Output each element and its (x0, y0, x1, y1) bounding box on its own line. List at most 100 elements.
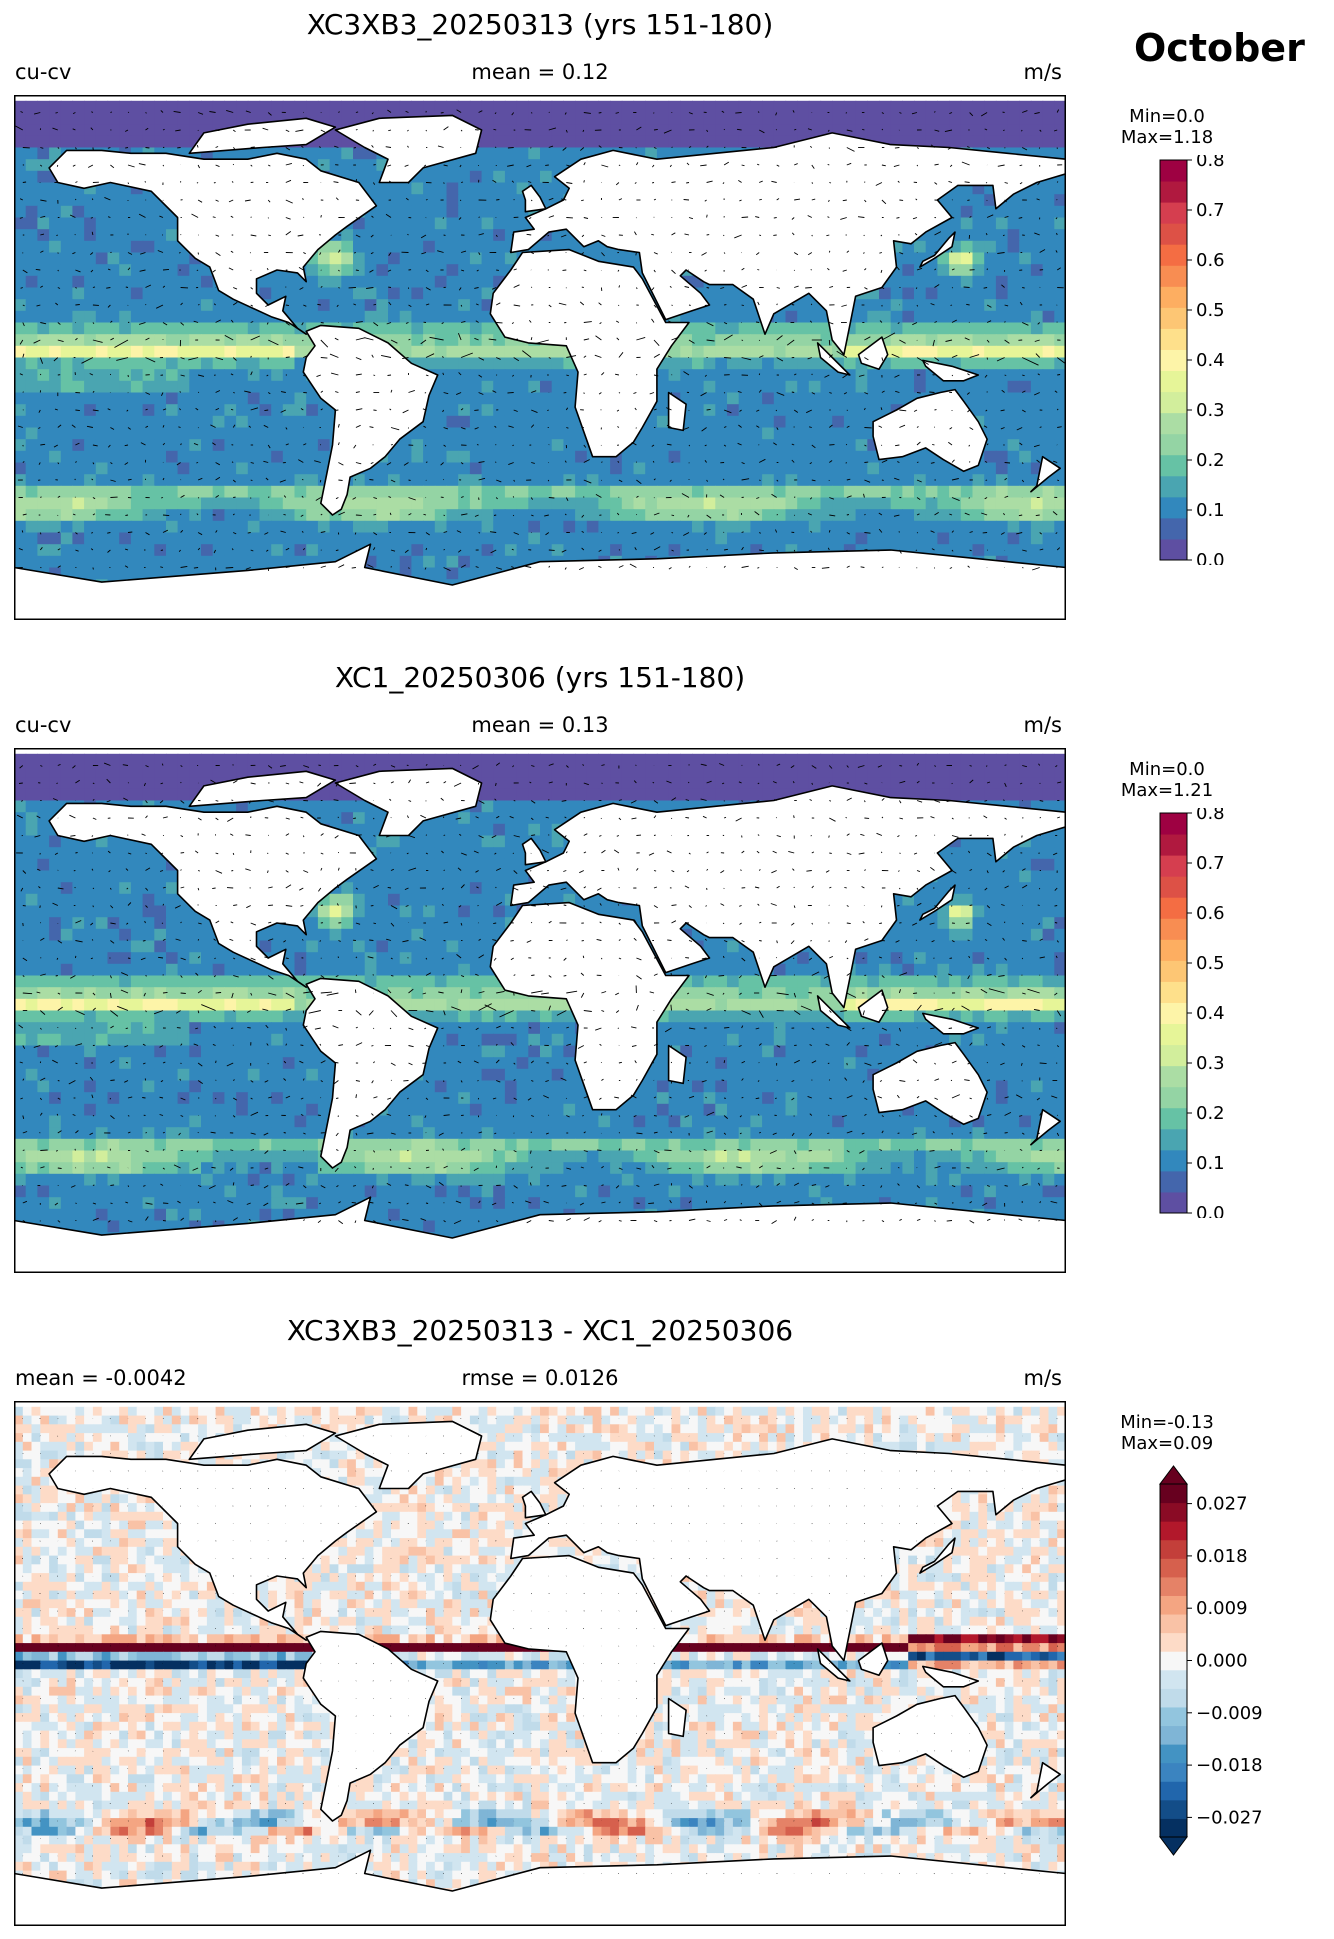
panel-2-colorbar: 0.0 0.1 0.2 0.3 0.4 0.5 0.6 0.7 0.8 (1159, 808, 1225, 1218)
panel-2-min: Min=0.0 (1129, 759, 1205, 780)
colorbar-bin (1160, 1539, 1187, 1559)
map-frame (14, 1401, 1066, 1926)
colorbar-tick-label: 0.1 (1196, 1153, 1225, 1174)
panel-2-variable-label: cu-cv (15, 713, 72, 737)
colorbar-bin (1160, 939, 1187, 961)
colorbar-tick-label: 0.009 (1196, 1598, 1248, 1619)
colorbar-bin (1160, 1818, 1187, 1838)
quiver-arrows (16, 762, 1062, 1225)
colorbar-tick-label: 0.3 (1196, 1053, 1225, 1074)
panel-2-max: Max=1.21 (1120, 780, 1214, 801)
panel-1-stats: Min=0.0 Max=1.18 (1098, 106, 1236, 148)
colorbar-extend-min (1159, 1836, 1188, 1856)
colorbar-tick-label: −0.018 (1196, 1755, 1263, 1776)
colorbar-bin (1160, 813, 1187, 835)
panel-1-units-label: m/s (1023, 60, 1062, 84)
colorbar-bin (1160, 475, 1187, 498)
colorbar-bin (1160, 855, 1187, 877)
colorbar-bin (1160, 1002, 1187, 1025)
colorbar-tick-label: 0.5 (1196, 953, 1225, 974)
colorbar-bin (1160, 1086, 1187, 1109)
colorbar-bin (1160, 1044, 1187, 1067)
colorbar-bin (1160, 960, 1187, 982)
colorbar-bin (1160, 1521, 1187, 1541)
panel-3-mean-label: mean = -0.0042 (15, 1366, 187, 1390)
colorbar-bin (1160, 1632, 1187, 1652)
colorbar-tick-label: 0.4 (1196, 350, 1225, 371)
colorbar-tick-label: 0.6 (1196, 903, 1225, 924)
colorbar-bin (1160, 202, 1187, 224)
colorbar-tick-label: 0.5 (1196, 300, 1225, 321)
map-frame (14, 748, 1066, 1273)
colorbar-bin (1160, 1688, 1187, 1708)
colorbar-bin (1160, 1799, 1187, 1819)
colorbar-bin (1160, 244, 1187, 266)
colorbar-tick-label: −0.027 (1196, 1807, 1263, 1828)
panel-1-title: XC3XB3_20250313 (yrs 151-180) (306, 8, 774, 41)
colorbar-bin (1160, 286, 1187, 308)
colorbar-bin (1160, 1065, 1187, 1088)
colorbar-bin (1160, 307, 1187, 329)
colorbar-bin (1160, 1781, 1187, 1801)
colorbar-tick-label: 0.6 (1196, 250, 1225, 271)
colorbar-bin (1160, 1023, 1187, 1046)
colorbar-tick-label: 0.1 (1196, 500, 1225, 521)
panel-3-min: Min=-0.13 (1120, 1412, 1214, 1433)
colorbar-bin (1160, 1595, 1187, 1615)
colorbar-bin (1160, 876, 1187, 898)
colorbar-tick-label: −0.009 (1196, 1703, 1263, 1724)
panel-1-colorbar: 0.0 0.1 0.2 0.3 0.4 0.5 0.6 0.7 0.8 (1159, 155, 1225, 565)
colorbar-bin (1160, 328, 1187, 350)
quiver-arrows (15, 109, 1066, 572)
month-label: October (1134, 26, 1305, 70)
colorbar-tick-label: 0.2 (1196, 450, 1225, 471)
panel-3-rmse-label: rmse = 0.0126 (461, 1366, 619, 1390)
colorbar-tick-label: 0.000 (1196, 1651, 1248, 1672)
colorbar-bin (1160, 538, 1187, 561)
colorbar-bin (1160, 223, 1187, 245)
panel-1-mean-label: mean = 0.12 (471, 60, 609, 84)
colorbar-bin (1160, 1149, 1187, 1172)
colorbar-bin (1160, 1706, 1187, 1727)
colorbar-bin (1160, 1725, 1187, 1745)
colorbar-bin (1160, 834, 1187, 856)
panel-3-units-label: m/s (1023, 1366, 1062, 1390)
colorbar-tick-label: 0.0 (1196, 550, 1225, 565)
colorbar-bin (1160, 1744, 1187, 1764)
quiver-arrows (22, 1417, 1059, 1875)
colorbar-tick-label: 0.7 (1196, 200, 1225, 221)
colorbar-tick-label: 0.3 (1196, 400, 1225, 421)
colorbar-bin (1160, 1484, 1187, 1504)
colorbar-bin (1160, 391, 1187, 414)
colorbar-bin (1160, 1191, 1187, 1214)
colorbar-bin (1160, 1576, 1187, 1596)
land-polygons (14, 1420, 1066, 1926)
panel-2-map (14, 748, 1066, 1273)
panel-3-max: Max=0.09 (1120, 1433, 1214, 1454)
land-polygons (14, 114, 1066, 620)
colorbar-bin (1160, 981, 1187, 1003)
panel-1-min: Min=0.0 (1129, 106, 1205, 127)
colorbar-tick-label: 0.018 (1196, 1546, 1248, 1567)
panel-2-stats: Min=0.0 Max=1.21 (1098, 759, 1236, 801)
colorbar-bin (1160, 160, 1187, 182)
colorbar-extend-max (1159, 1465, 1188, 1485)
panel-1-max: Max=1.18 (1120, 127, 1214, 148)
colorbar-bin (1160, 1128, 1187, 1151)
panel-1-variable-label: cu-cv (15, 60, 72, 84)
colorbar-bin (1160, 412, 1187, 435)
colorbar-tick-label: 0.8 (1196, 808, 1225, 824)
colorbar-bin (1160, 1107, 1187, 1130)
colorbar-tick-label: 0.7 (1196, 853, 1225, 874)
colorbar-bin (1160, 265, 1187, 287)
panel-2-title: XC1_20250306 (yrs 151-180) (334, 661, 746, 694)
colorbar-tick-label: 0.0 (1196, 1203, 1225, 1218)
colorbar-bin (1160, 918, 1187, 940)
colorbar-bin (1160, 1558, 1187, 1578)
colorbar-bin (1160, 1762, 1187, 1782)
colorbar-bin (1160, 1614, 1187, 1634)
colorbar-bin (1160, 517, 1187, 540)
colorbar-bin (1160, 181, 1187, 203)
colorbar-bin (1160, 1651, 1187, 1671)
colorbar-tick-label: 0.027 (1196, 1494, 1248, 1515)
